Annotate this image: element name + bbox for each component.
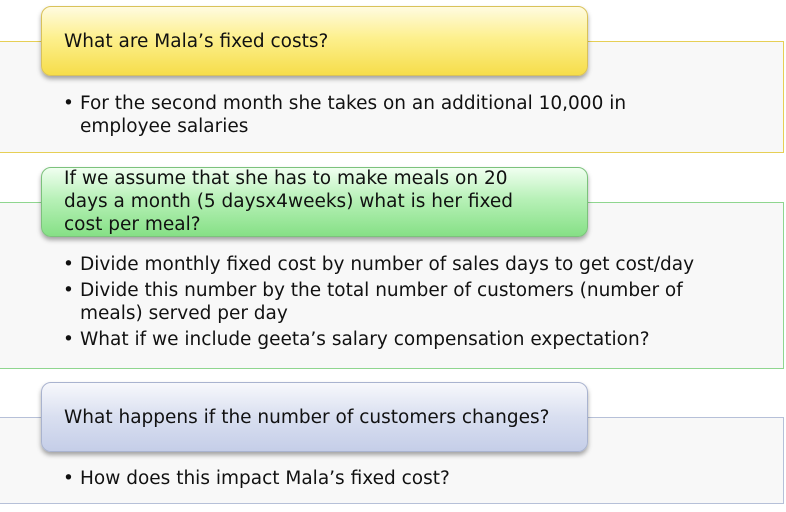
section-1-bullet-1: For the second month she takes on an add… <box>63 92 703 138</box>
section-2-bullet-1: Divide monthly fixed cost by number of s… <box>63 253 743 276</box>
section-2-bullet-3: What if we include geeta’s salary compen… <box>63 328 743 351</box>
section-1-header-text: What are Mala’s fixed costs? <box>64 30 329 52</box>
section-2-header: If we assume that she has to make meals … <box>41 167 588 237</box>
section-1-bullet-list: For the second month she takes on an add… <box>63 92 703 141</box>
section-3-header: What happens if the number of customers … <box>41 382 588 452</box>
section-3-bullet-1: How does this impact Mala’s fixed cost? <box>63 467 743 490</box>
section-2-bullet-2: Divide this number by the total number o… <box>63 279 743 325</box>
section-3-bullet-list: How does this impact Mala’s fixed cost? <box>63 467 743 493</box>
section-2-bullet-list: Divide monthly fixed cost by number of s… <box>63 253 743 354</box>
section-2-header-text: If we assume that she has to make meals … <box>64 168 514 235</box>
section-1-header: What are Mala’s fixed costs? <box>41 6 588 76</box>
section-3-header-text: What happens if the number of customers … <box>64 406 550 428</box>
